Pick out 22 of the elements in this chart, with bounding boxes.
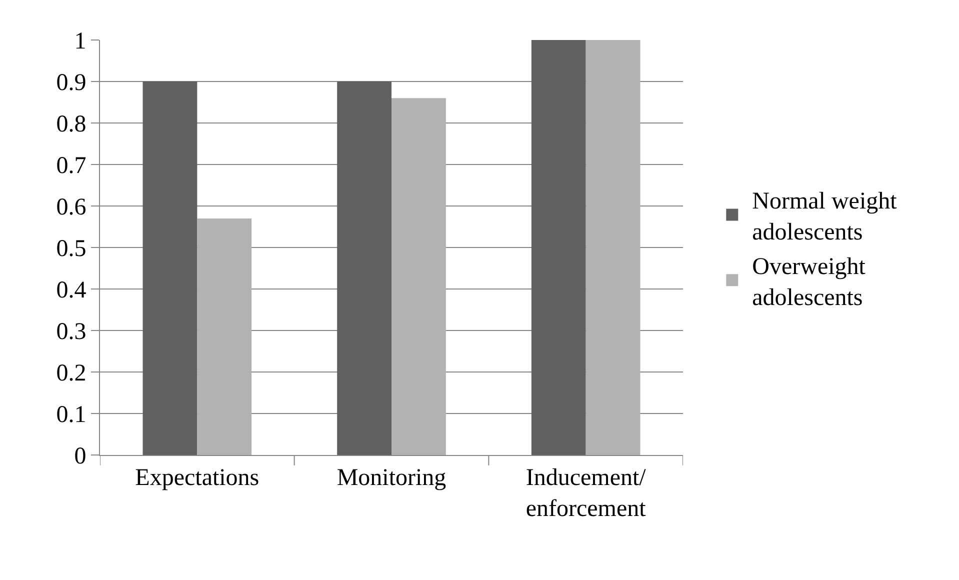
x-tick-label: Expectations xyxy=(135,464,260,491)
y-tick-label: 0.8 xyxy=(56,111,86,138)
bar xyxy=(337,82,392,455)
bar xyxy=(392,98,446,455)
legend-label: Overweight adolescents xyxy=(752,254,866,312)
y-tick-label: 0.7 xyxy=(56,152,86,179)
bar xyxy=(197,218,252,455)
y-tick-label: 0.3 xyxy=(56,318,86,345)
y-tick-label: 0.2 xyxy=(56,360,86,386)
x-tick-label: Monitoring xyxy=(336,464,446,491)
y-tick-label: 0.1 xyxy=(56,402,86,428)
y-tick-label: 0.9 xyxy=(56,70,86,96)
y-tick-label: 0.6 xyxy=(56,194,86,220)
y-tick-label: 0 xyxy=(74,443,86,470)
bar xyxy=(142,82,198,455)
y-tick-label: 0.5 xyxy=(56,236,86,262)
legend-label: Normal weight adolescents xyxy=(752,188,898,246)
bar xyxy=(531,40,586,455)
bar xyxy=(586,40,640,455)
y-tick-label: 1 xyxy=(74,28,86,54)
x-tick-label: Inducement/enforcement xyxy=(526,464,646,522)
y-tick-label: 0.4 xyxy=(56,277,86,304)
